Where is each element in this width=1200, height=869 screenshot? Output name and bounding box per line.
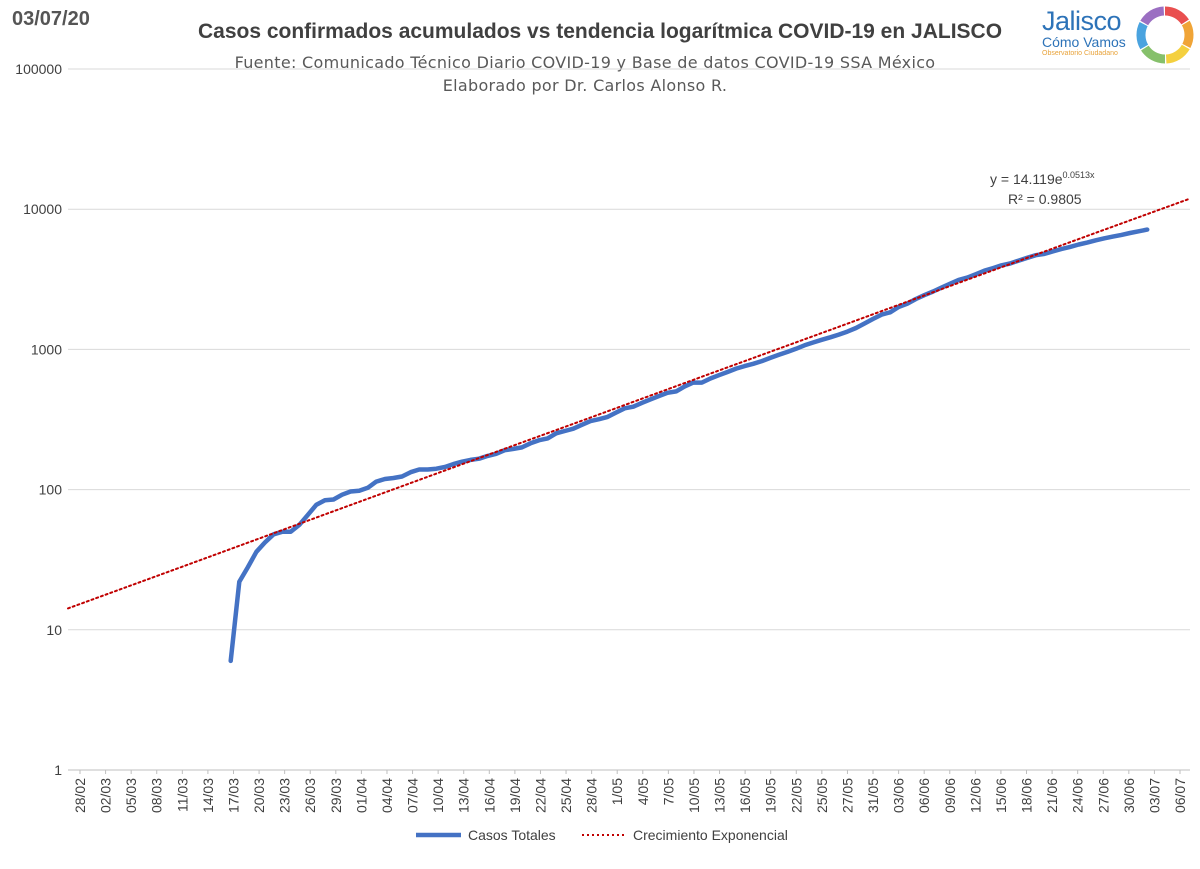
cases-series-line [228,227,1150,664]
x-tick-label: 21/06 [1044,778,1060,813]
x-tick-label: 4/05 [635,778,651,805]
logo-ring-segment [1141,45,1166,64]
x-tick-label: 02/03 [98,778,114,813]
chart-subtitle-author: Elaborado por Dr. Carlos Alonso R. [442,76,728,95]
legend-label-trend: Crecimiento Exponencial [633,827,788,843]
x-tick-label: 28/04 [584,778,600,813]
x-tick-label: 17/03 [225,778,241,813]
x-tick-label: 31/05 [865,778,881,813]
x-tick-label: 14/03 [200,778,216,813]
x-tick-label: 19/04 [507,778,523,813]
x-tick-label: 03/06 [891,778,907,813]
logo-ring-segment [1164,6,1189,25]
x-tick-label: 06/07 [1172,778,1188,813]
date-stamp: 03/07/20 [12,8,90,30]
x-tick-label: 29/03 [328,778,344,813]
x-tick-label: 10/05 [686,778,702,813]
x-tick-label: 13/04 [456,778,472,813]
x-tick-label: 23/03 [277,778,293,813]
chart-subtitle-source: Fuente: Comunicado Técnico Diario COVID-… [234,53,936,72]
logo-ring-icon [1136,6,1194,64]
x-tick-label: 15/06 [993,778,1009,813]
logo-ring-segment [1181,20,1194,48]
x-tick-label: 27/05 [839,778,855,813]
y-tick-label: 10000 [23,201,62,217]
trendline-series [67,197,1191,610]
x-tick-label: 06/06 [916,778,932,813]
legend-label-cases: Casos Totales [468,827,556,843]
x-tick-label: 13/05 [712,778,728,813]
trend-r-squared: R² = 0.9805 [1008,191,1082,207]
x-tick-label: 25/04 [558,778,574,813]
x-tick-label: 1/05 [609,778,625,805]
x-tick-label: 27/06 [1095,778,1111,813]
y-tick-label: 1 [54,762,62,778]
x-tick-label: 12/06 [967,778,983,813]
x-tick-label: 18/06 [1019,778,1035,813]
y-tick-label: 100 [39,482,63,498]
jalisco-como-vamos-logo: Jalisco Cómo Vamos Observatorio Ciudadan… [1038,4,1198,66]
x-tick-label: 07/04 [405,778,421,813]
x-tick-label: 16/05 [737,778,753,813]
x-tick-label: 11/03 [174,778,190,812]
x-tick-label: 04/04 [379,778,395,813]
logo-ring-segment [1136,22,1149,50]
logo-ring-segment [1140,6,1165,26]
x-tick-label: 26/03 [302,778,318,813]
x-tick-label: 24/06 [1070,778,1086,813]
y-tick-label: 10 [46,622,62,638]
logo-name: Jalisco [1042,6,1122,36]
x-tick-label: 28/02 [72,778,88,813]
y-tick-label: 100000 [15,61,62,77]
logo-tagline: Observatorio Ciudadano [1042,50,1118,57]
x-tick-label: 08/03 [149,778,165,813]
x-tick-label: 05/03 [123,778,139,813]
x-tick-label: 19/05 [763,778,779,813]
x-tick-label: 22/04 [532,778,548,813]
x-tick-label: 20/03 [251,778,267,813]
x-tick-label: 22/05 [788,778,804,813]
trend-equation: y = 14.119e0.0513x [990,170,1095,187]
trend-equation-exponent: 0.0513x [1063,170,1096,180]
x-tick-label: 03/07 [1146,778,1162,813]
x-tick-label: 10/04 [430,778,446,813]
logo-subtitle: Cómo Vamos [1042,34,1126,50]
x-tick-label: 01/04 [353,778,369,813]
x-tick-label: 25/05 [814,778,830,813]
x-tick-label: 16/04 [481,778,497,813]
logo-ring-segment [1165,44,1190,64]
chart-title: Casos confirmados acumulados vs tendenci… [197,20,1003,43]
x-tick-label: 09/06 [942,778,958,813]
y-tick-label: 1000 [31,341,62,357]
x-tick-label: 7/05 [660,778,676,805]
x-tick-label: 30/06 [1121,778,1137,813]
